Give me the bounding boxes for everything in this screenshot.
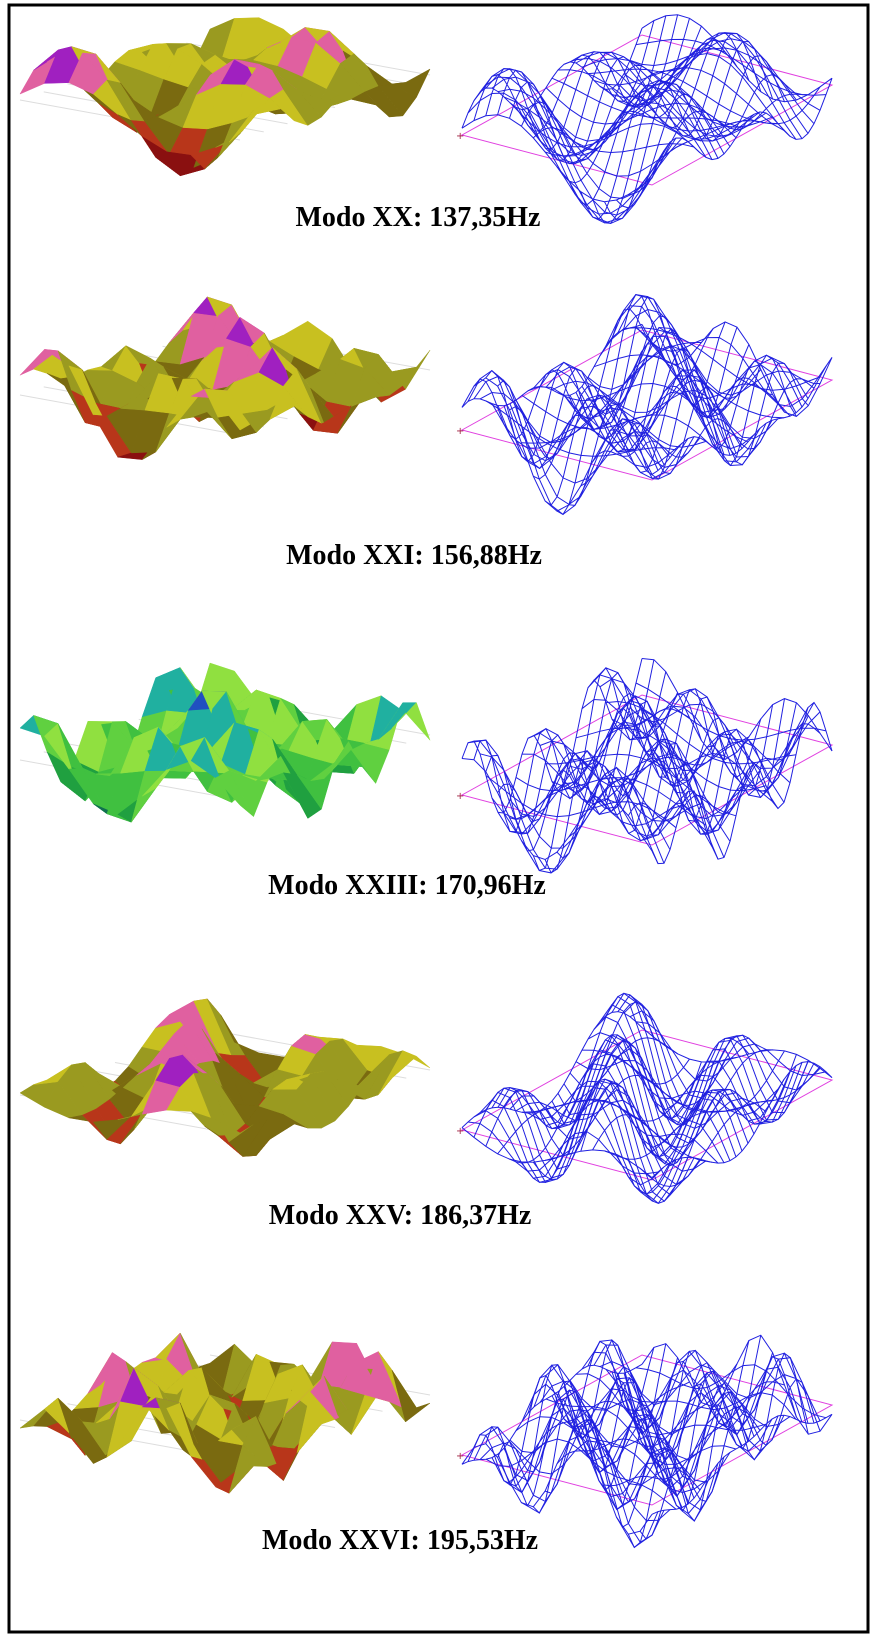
wire-line <box>624 310 814 396</box>
plots: + + + + + <box>20 15 832 1548</box>
caption: Modo XXVI: 195,53Hz <box>262 1525 538 1556</box>
wire-line <box>593 705 773 834</box>
caption: Modo XX: 137,35Hz <box>296 202 541 233</box>
caption: Modo XXI: 156,88Hz <box>286 540 542 571</box>
wire-line <box>498 758 688 840</box>
page: + + + + + Modo XX: 137,35Hz Modo XXI: 156,88… <box>0 0 877 1634</box>
origin-mark: + <box>456 791 464 802</box>
wire-line <box>640 1379 820 1539</box>
origin-mark: + <box>456 426 464 437</box>
base-plane <box>462 330 832 480</box>
wire-line <box>570 1049 760 1144</box>
wire-line <box>628 94 808 194</box>
wire-line <box>640 87 820 187</box>
figure: + + + + + Modo XX: 137,35Hz Modo XXI: 156,88… <box>0 0 877 1634</box>
caption: Modo XXIII: 170,96Hz <box>268 870 546 901</box>
wire-line <box>624 689 814 792</box>
caption: Modo XXV: 186,37Hz <box>269 1200 532 1231</box>
wire-line <box>462 378 652 511</box>
origin-mark: + <box>456 1126 464 1137</box>
wire-line <box>606 306 796 413</box>
origin-mark: + <box>456 131 464 142</box>
wire-line <box>630 1011 820 1098</box>
wire-line <box>545 322 725 505</box>
wire-line <box>557 38 737 183</box>
origin-mark: + <box>456 1451 464 1462</box>
wire-line <box>612 706 802 786</box>
wire-line <box>581 1335 761 1509</box>
wire-line <box>612 993 802 1125</box>
wire-line <box>636 1022 826 1081</box>
wire-line <box>588 69 778 124</box>
